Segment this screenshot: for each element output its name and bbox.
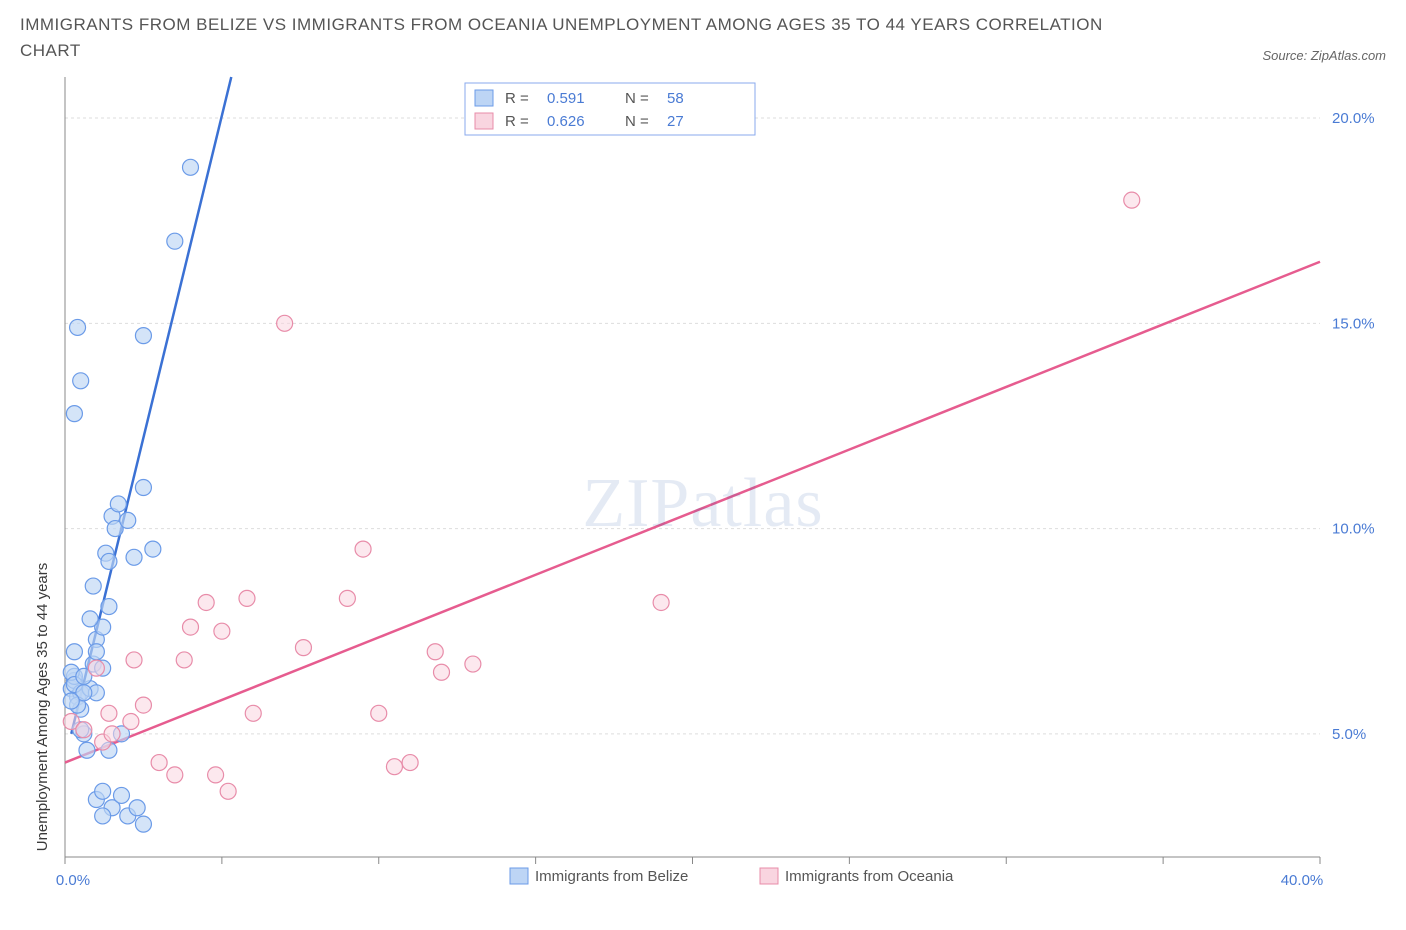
chart-title: IMMIGRANTS FROM BELIZE VS IMMIGRANTS FRO… — [20, 12, 1120, 63]
svg-text:N =: N = — [625, 90, 649, 107]
svg-text:27: 27 — [667, 113, 684, 130]
svg-text:Immigrants from Oceania: Immigrants from Oceania — [785, 868, 954, 885]
svg-text:40.0%: 40.0% — [1281, 872, 1324, 889]
svg-text:N =: N = — [625, 113, 649, 130]
scatter-chart: 5.0% 10.0% 15.0% 20.0% 0.0% 40.0% R = 0.591 N = 5… — [20, 67, 1386, 907]
y-axis-label: Unemployment Among Ages 35 to 44 years — [34, 563, 51, 852]
svg-text:0.0%: 0.0% — [56, 872, 90, 889]
source-attribution: Source: ZipAtlas.com — [1262, 48, 1386, 63]
svg-text:Immigrants from Belize: Immigrants from Belize — [535, 868, 688, 885]
svg-text:58: 58 — [667, 90, 684, 107]
svg-text:5.0%: 5.0% — [1332, 726, 1366, 743]
header: IMMIGRANTS FROM BELIZE VS IMMIGRANTS FRO… — [20, 12, 1386, 63]
svg-text:20.0%: 20.0% — [1332, 110, 1375, 127]
svg-text:0.591: 0.591 — [547, 90, 585, 107]
svg-text:R =: R = — [505, 113, 529, 130]
svg-text:10.0%: 10.0% — [1332, 521, 1375, 538]
svg-text:0.626: 0.626 — [547, 113, 585, 130]
chart-container: Unemployment Among Ages 35 to 44 years Z… — [20, 67, 1386, 907]
svg-text:15.0%: 15.0% — [1332, 315, 1375, 332]
svg-text:R =: R = — [505, 90, 529, 107]
